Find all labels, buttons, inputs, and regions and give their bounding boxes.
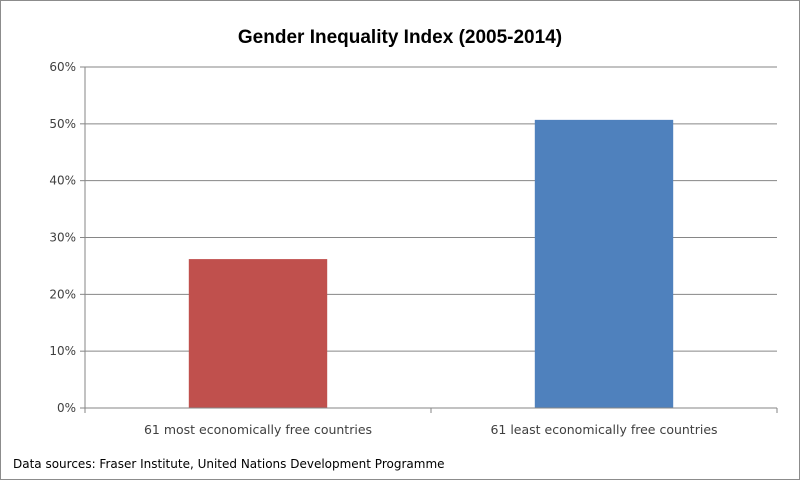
y-tick-label: 50% [49,117,76,131]
x-category-label: 61 most economically free countries [144,422,372,437]
bars [188,119,674,408]
bar [188,259,328,408]
y-tick-label: 0% [57,401,76,415]
bar [534,119,674,408]
x-category-label: 61 least economically free countries [490,422,717,437]
y-axis: 0% 10% 20% 30% 40% 50% 60% [49,60,86,415]
y-tick-label: 40% [49,174,76,188]
y-tick-label: 30% [49,231,76,245]
y-tick-label: 20% [49,287,76,301]
x-axis: 61 most economically free countries 61 le… [84,407,778,437]
y-tick-label: 10% [49,344,76,358]
chart-title: Gender Inequality Index (2005-2014) [238,27,562,48]
y-tick-label: 60% [49,60,76,74]
data-source-note: Data sources: Fraser Institute, United N… [13,457,445,471]
